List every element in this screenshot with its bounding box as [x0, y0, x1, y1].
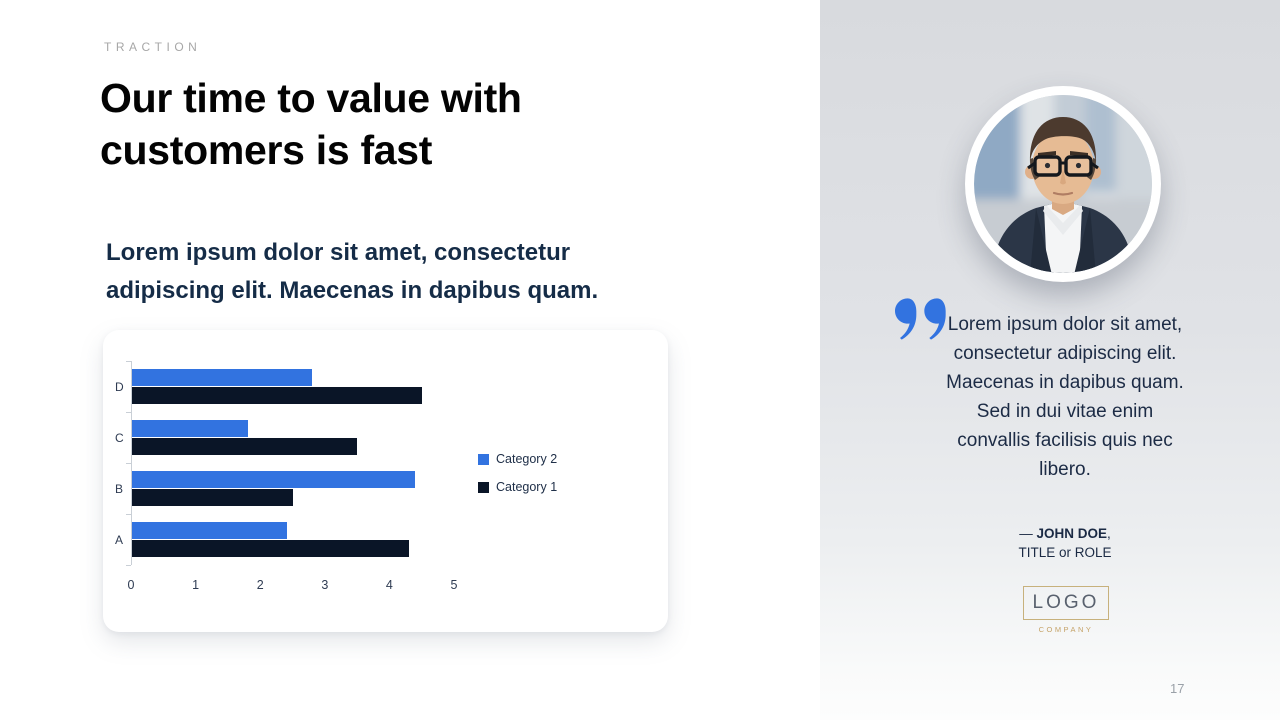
- x-tick-label: 5: [450, 578, 458, 592]
- chart-plot-area: D C B A: [115, 361, 454, 565]
- chart-row: A: [115, 514, 454, 565]
- y-axis-tick: [126, 411, 131, 413]
- bar-a-category-1: [132, 540, 409, 557]
- title-line-2: customers is fast: [100, 127, 433, 173]
- bar-group: [131, 514, 454, 565]
- logo-text: LOGO: [1032, 592, 1100, 613]
- company-logo-subtext: COMPANY: [1038, 625, 1094, 634]
- bar-a-category-2: [132, 522, 287, 539]
- eyebrow-label: TRACTION: [104, 40, 202, 54]
- quote-attribution: — JOHN DOE, TITLE or ROLE: [938, 524, 1192, 562]
- bar-c-category-2: [132, 420, 248, 437]
- y-axis-tick: [126, 360, 131, 362]
- category-label: A: [115, 532, 124, 547]
- bar-group: [131, 361, 454, 412]
- chart-row: B: [115, 463, 454, 514]
- x-axis-labels: 0 1 2 3 4 5: [127, 578, 458, 596]
- x-tick-label: 4: [385, 578, 393, 592]
- title-line-1: Our time to value with: [100, 75, 522, 121]
- y-axis-tick: [126, 462, 131, 464]
- x-tick-label: 1: [192, 578, 200, 592]
- x-tick-label: 3: [321, 578, 329, 592]
- y-axis-tick: [126, 564, 131, 566]
- right-panel: Lorem ipsum dolor sit amet, consectetur …: [820, 0, 1280, 720]
- bar-b-category-1: [132, 489, 293, 506]
- slide-title: Our time to value with customers is fast: [100, 72, 522, 176]
- legend-swatch: [478, 453, 489, 465]
- chart-row: C: [115, 412, 454, 463]
- legend-item: Category 2: [478, 452, 557, 466]
- page-number: 17: [1170, 681, 1185, 696]
- bar-c-category-1: [132, 438, 358, 455]
- avatar-photo: [974, 95, 1152, 273]
- company-logo: LOGO: [1023, 586, 1109, 620]
- legend-swatch: [478, 481, 489, 493]
- legend-item: Category 1: [478, 480, 557, 494]
- slide-subtitle: Lorem ipsum dolor sit amet, consectetur …: [106, 239, 599, 304]
- attribution-role: TITLE or ROLE: [1018, 545, 1112, 560]
- bar-group: [131, 463, 454, 514]
- avatar: [965, 86, 1161, 282]
- y-axis: [126, 360, 131, 566]
- attribution-name: JOHN DOE: [1036, 526, 1107, 541]
- bar-d-category-1: [132, 387, 422, 404]
- x-tick-label: 0: [127, 578, 135, 592]
- legend-label: Category 1: [496, 480, 558, 494]
- y-axis-tick: [126, 513, 131, 515]
- attribution-dash: —: [1019, 526, 1037, 541]
- chart-legend: Category 2 Category 1: [478, 452, 557, 508]
- bar-d-category-2: [132, 369, 313, 386]
- category-label: C: [115, 430, 124, 445]
- attribution-name-line: — JOHN DOE,: [938, 524, 1192, 543]
- double-quote-icon: [895, 298, 946, 340]
- attribution-comma: ,: [1107, 526, 1111, 541]
- category-label: D: [115, 379, 124, 394]
- quote-text: Lorem ipsum dolor sit amet, consectetur …: [946, 314, 1184, 480]
- bar-group: [131, 412, 454, 463]
- chart-card: D C B A 0 1 2 3 4 5 Category 2 Category 1: [103, 330, 668, 632]
- x-tick-label: 2: [256, 578, 264, 592]
- bar-b-category-2: [132, 471, 416, 488]
- legend-label: Category 2: [496, 452, 558, 466]
- category-label: B: [115, 481, 124, 496]
- chart-row: D: [115, 361, 454, 412]
